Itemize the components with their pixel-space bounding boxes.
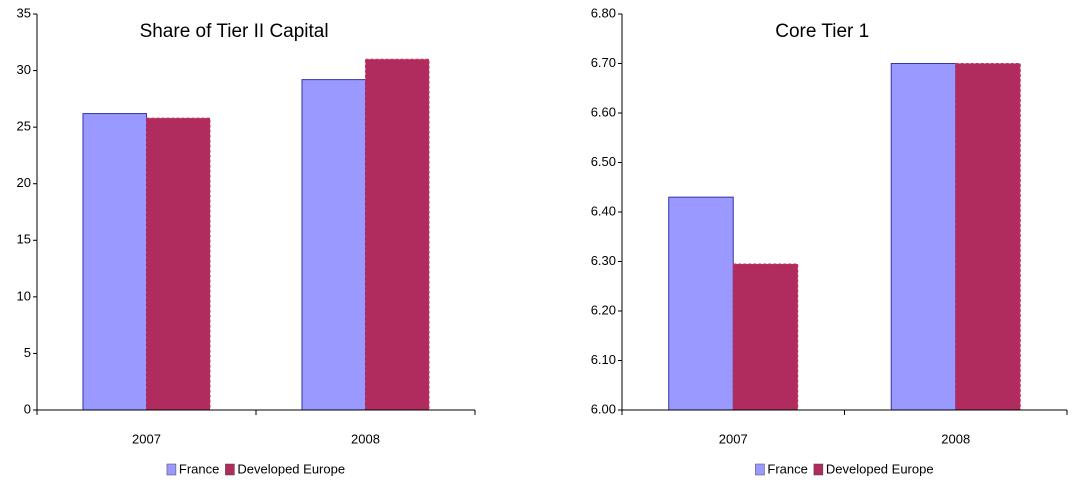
y-tick-label: 15 — [17, 232, 31, 247]
y-tick-label: 6.20 — [591, 302, 616, 317]
bar — [301, 79, 366, 411]
legend-swatch — [166, 463, 177, 476]
legend-swatch — [755, 463, 765, 476]
legend-swatch — [225, 463, 235, 476]
y-tick-label: 6.80 — [591, 5, 616, 20]
legend: France Developed Europe — [755, 461, 934, 476]
y-tick-label: 0 — [24, 401, 31, 416]
x-tick-label: 2007 — [719, 431, 748, 446]
x-tick-label: 2007 — [132, 431, 161, 446]
y-tick-label: 35 — [17, 5, 31, 20]
bar — [955, 63, 1021, 411]
legend-label: Developed Europe — [237, 461, 345, 476]
bar — [82, 113, 147, 411]
y-tick-label: 6.70 — [591, 55, 616, 70]
y-tick-label: 6.50 — [591, 154, 616, 169]
bar — [890, 63, 957, 411]
y-tick-label: 6.40 — [591, 203, 616, 218]
bar — [365, 58, 430, 411]
chart-title: Share of Tier II Capital — [140, 21, 329, 42]
y-tick-label: 10 — [17, 288, 31, 303]
y-tick-label: 6.10 — [591, 352, 616, 367]
bar — [668, 196, 734, 411]
y-tick-label: 25 — [17, 119, 31, 134]
legend-label: Developed Europe — [826, 461, 934, 476]
chart-title: Core Tier 1 — [775, 21, 869, 42]
y-tick-label: 6.60 — [591, 104, 616, 119]
y-tick-label: 30 — [17, 62, 31, 77]
y-tick-label: 6.30 — [591, 253, 616, 268]
y-tick-label: 20 — [17, 175, 31, 190]
legend-swatch — [813, 463, 824, 476]
legend-label: France — [179, 461, 219, 476]
y-tick-label: 5 — [24, 345, 31, 360]
x-tick-label: 2008 — [941, 431, 970, 446]
x-tick-label: 2008 — [351, 431, 380, 446]
bar — [146, 117, 211, 411]
bar — [732, 263, 799, 411]
legend-label: France — [767, 461, 807, 476]
y-tick-label: 6.00 — [591, 401, 616, 416]
legend: France Developed Europe — [166, 461, 345, 476]
